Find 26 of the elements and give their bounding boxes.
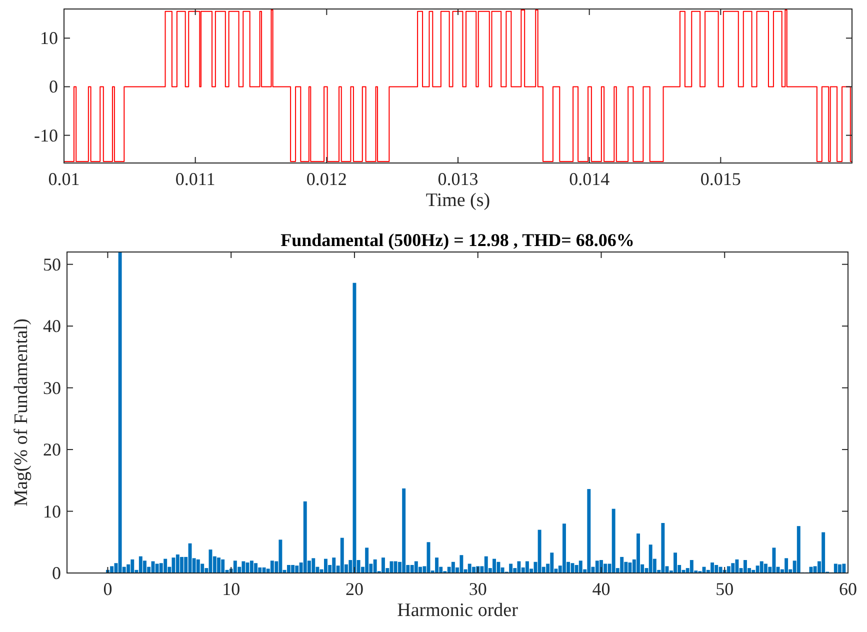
y-axis-title: Mag(% of Fundamental): [11, 318, 32, 506]
x-tick-label: 30: [468, 579, 487, 599]
x-tick-label: 60: [839, 579, 857, 599]
chart-title: Fundamental (500Hz) = 12.98 , THD= 68.06%: [280, 230, 634, 250]
y-tick-label: 0: [52, 563, 61, 583]
y-tick-label: 50: [43, 254, 61, 274]
x-tick-label: 40: [592, 579, 610, 599]
x-axis-title: Time (s): [426, 190, 490, 211]
x-tick-label: 20: [345, 579, 364, 599]
x-tick-label: 0.011: [175, 169, 216, 189]
y-tick-label: 40: [43, 316, 61, 336]
y-tick-label: 10: [43, 501, 61, 522]
y-tick-label: 0: [49, 76, 58, 97]
y-tick-label: 10: [40, 28, 58, 48]
x-tick-label: 0.01: [48, 169, 80, 189]
x-tick-label: 0.013: [438, 169, 478, 189]
x-tick-label: 0: [103, 579, 112, 599]
x-tick-label: 0.014: [569, 169, 610, 189]
x-axis-title: Harmonic order: [397, 600, 519, 621]
y-tick-label: -10: [34, 125, 58, 146]
y-tick-label: 30: [43, 378, 61, 398]
x-tick-label: 0.015: [700, 169, 741, 189]
y-tick-label: 20: [43, 440, 61, 460]
x-tick-label: 0.012: [306, 169, 347, 189]
x-tick-label: 10: [222, 579, 240, 599]
x-tick-label: 50: [716, 579, 734, 599]
